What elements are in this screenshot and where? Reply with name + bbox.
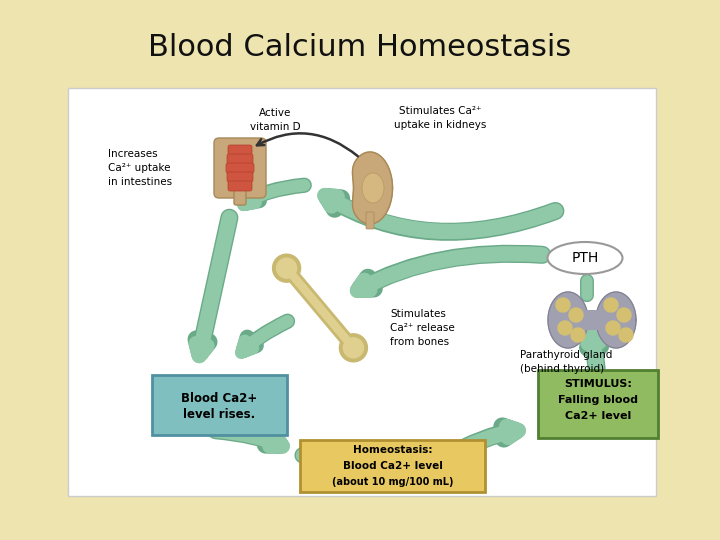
FancyBboxPatch shape <box>226 163 254 173</box>
Polygon shape <box>604 298 618 312</box>
FancyBboxPatch shape <box>214 138 266 198</box>
Circle shape <box>339 334 367 362</box>
Ellipse shape <box>362 173 384 203</box>
Text: Ca2+ level: Ca2+ level <box>565 411 631 421</box>
Text: Homeostasis:: Homeostasis: <box>353 445 432 455</box>
Text: Blood Ca2+: Blood Ca2+ <box>181 393 258 406</box>
Polygon shape <box>556 298 570 312</box>
Text: STIMULUS:: STIMULUS: <box>564 379 632 389</box>
Text: Falling blood: Falling blood <box>558 395 638 405</box>
Polygon shape <box>569 308 583 322</box>
Circle shape <box>343 338 364 358</box>
Polygon shape <box>617 308 631 322</box>
Polygon shape <box>548 292 588 348</box>
Text: Blood Ca2+ level: Blood Ca2+ level <box>343 461 442 471</box>
FancyBboxPatch shape <box>234 189 246 205</box>
FancyBboxPatch shape <box>227 172 253 182</box>
Text: Parathyroid gland
(behind thyroid): Parathyroid gland (behind thyroid) <box>520 350 613 374</box>
Circle shape <box>276 258 297 278</box>
Text: PTH: PTH <box>572 251 598 265</box>
Polygon shape <box>571 328 585 342</box>
Polygon shape <box>353 152 392 224</box>
Polygon shape <box>606 321 620 335</box>
FancyBboxPatch shape <box>227 154 253 164</box>
FancyBboxPatch shape <box>228 145 252 155</box>
Bar <box>152 375 287 435</box>
Text: Increases
Ca²⁺ uptake
in intestines: Increases Ca²⁺ uptake in intestines <box>108 149 172 187</box>
FancyBboxPatch shape <box>366 212 374 229</box>
Polygon shape <box>596 292 636 348</box>
Bar <box>300 440 485 492</box>
Text: Stimulates
Ca²⁺ release
from bones: Stimulates Ca²⁺ release from bones <box>390 309 455 347</box>
FancyBboxPatch shape <box>228 181 252 191</box>
Circle shape <box>273 254 300 282</box>
Text: (about 10 mg/100 mL): (about 10 mg/100 mL) <box>332 477 454 487</box>
Polygon shape <box>558 321 572 335</box>
Text: Blood Calcium Homeostasis: Blood Calcium Homeostasis <box>148 33 572 63</box>
Text: Stimulates Ca²⁺
uptake in kidneys: Stimulates Ca²⁺ uptake in kidneys <box>394 106 486 130</box>
FancyBboxPatch shape <box>580 310 604 330</box>
Text: level rises.: level rises. <box>184 408 256 422</box>
Bar <box>538 370 658 438</box>
Text: Active
vitamin D: Active vitamin D <box>250 108 300 132</box>
Ellipse shape <box>547 242 623 274</box>
Bar <box>68 88 656 496</box>
Polygon shape <box>619 328 633 342</box>
